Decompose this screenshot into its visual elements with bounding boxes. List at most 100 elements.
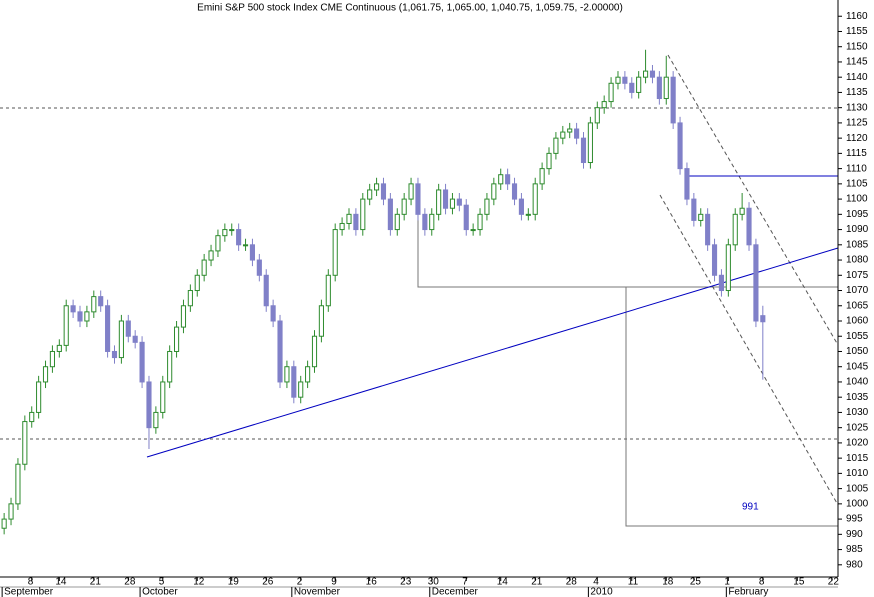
candle-body [546,152,552,170]
candle-body [677,122,683,170]
x-tick-label: 8 [28,577,34,588]
candle-body [15,463,21,505]
candle-body [429,213,435,231]
candle-body [77,311,83,322]
x-group-label: September [4,587,54,597]
chart-title: Emini S&P 500 stock Index CME Continuous… [197,3,623,14]
y-tick-label: 1115 [846,148,867,159]
candle-body [291,366,297,398]
candle-body [436,189,442,215]
candle-body [332,229,338,276]
y-tick-label: 1030 [846,407,869,418]
candle-body [284,366,290,383]
y-tick-label: 1040 [846,377,869,388]
candle-body [498,174,504,185]
candle-body [70,305,76,313]
y-tick-label: 1135 [846,87,868,98]
candle-body [622,76,628,84]
x-tick-label: 22 [828,577,840,588]
candle-body [249,244,256,261]
annotation-label: 991 [742,502,759,513]
y-tick-label: 1075 [846,270,869,281]
candle-body [277,320,283,383]
candle-body [215,235,221,252]
x-tick-label: 14 [55,577,67,588]
candle-body [346,213,352,224]
candle-body [236,229,242,246]
y-tick-label: 1100 [846,194,868,205]
candle-body [146,381,152,429]
candle-body [746,207,752,246]
candle-body [167,350,173,383]
y-tick-label: 1140 [846,72,868,83]
candle-body [615,76,621,84]
candle-body [649,70,656,78]
candle-body [711,244,718,276]
y-tick-label: 1015 [846,453,869,464]
candle-body [263,274,269,307]
y-tick-label: 1120 [846,133,868,144]
candle-body [415,183,421,215]
candle-body [353,213,359,231]
x-tick-label: 28 [124,577,136,588]
candle-body [656,76,662,100]
y-tick-label: 1025 [846,422,869,433]
candle-body [463,204,469,231]
y-tick-label: 1145 [846,57,868,68]
x-group-label: November [294,587,341,597]
candle-body [360,198,366,231]
x-group-label: October [142,587,178,597]
x-tick-label: 21 [90,577,102,588]
candle-body [518,198,524,215]
candle-body [194,274,200,292]
y-tick-label: 1095 [846,209,869,220]
y-tick-label: 1160 [846,11,868,22]
candle-body [49,350,55,368]
x-group-label: February [728,587,768,597]
candle-body [173,326,180,352]
y-tick-label: 1105 [846,178,868,189]
candle-body [105,305,111,352]
x-tick-label: 25 [690,577,702,588]
y-tick-label: 1090 [846,224,869,235]
candle-body [684,168,690,200]
candle-body [553,137,559,154]
candle-body [449,198,456,209]
y-tick-label: 1130 [846,102,868,113]
y-tick-label: 995 [846,514,863,525]
x-tick-label: 21 [531,577,543,588]
y-tick-label: 1070 [846,285,869,296]
candle-body [691,198,697,221]
candle-body [242,244,249,247]
candle-body [111,350,118,359]
candle-body [63,305,69,346]
y-tick-label: 1045 [846,361,869,372]
candle-body [760,315,766,323]
x-tick-label: 26 [262,577,274,588]
candle-body [229,229,235,232]
candle-body [574,128,580,139]
candle-body [387,198,393,231]
candle-body [560,131,566,139]
annotations [0,54,839,527]
candle-body [8,503,14,520]
candle-body [705,213,711,246]
candle-body [401,198,407,215]
candle-body [739,207,745,215]
y-tick-label: 1035 [846,392,869,403]
y-tick-label: 1060 [846,316,869,327]
x-group-label: 2010 [590,587,613,597]
candle-body [725,244,731,292]
candle-body [339,222,345,231]
candle-body [91,296,97,313]
x-tick-label: 18 [662,577,674,588]
candle-body [663,76,669,100]
candle-body [408,183,414,200]
y-tick-label: 1085 [846,239,869,250]
candle-body [484,198,490,215]
y-tick-label: 980 [846,559,863,570]
x-tick-label: 1 [724,577,730,588]
candle-body [753,244,759,322]
candle-body [98,296,104,307]
candle-body [125,320,131,337]
